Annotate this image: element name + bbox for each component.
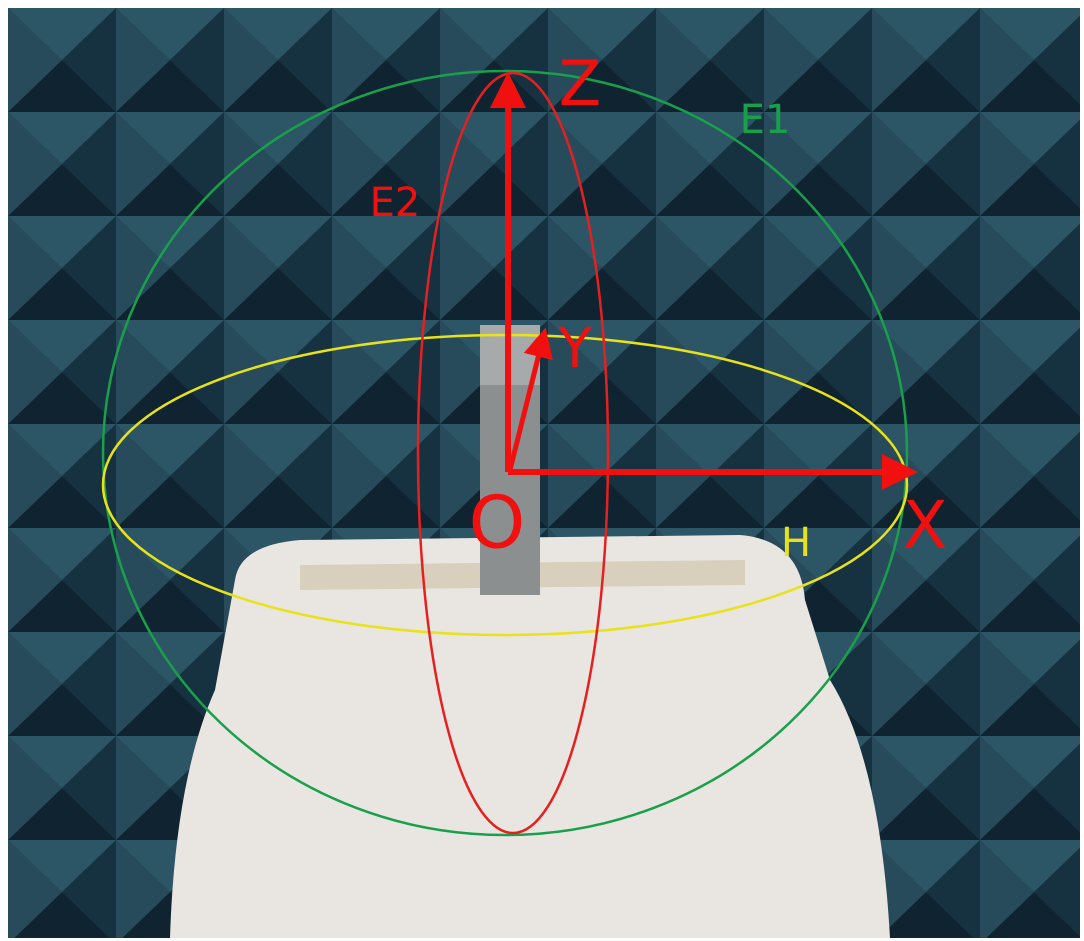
origin-label: O [469,481,526,565]
z-label: Z [559,47,601,120]
y-label: Y [557,316,592,380]
y-axis [507,327,553,471]
e2-label: E2 [370,180,421,226]
e1-cut [101,69,909,837]
h-label: H [781,520,811,566]
x-label: X [902,487,947,564]
foam-support [170,535,890,938]
e1-label: E1 [740,97,791,143]
